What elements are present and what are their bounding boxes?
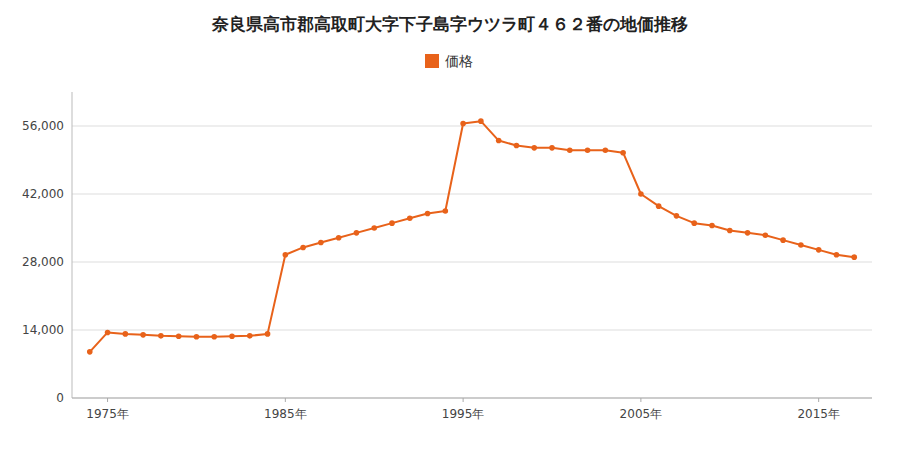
marker xyxy=(834,252,840,258)
legend-label: 価格 xyxy=(445,53,473,69)
grid-line xyxy=(72,194,872,195)
marker xyxy=(300,245,306,251)
y-tick-label: 56,000 xyxy=(22,119,64,133)
marker xyxy=(425,211,431,217)
marker xyxy=(283,252,289,258)
plot-area xyxy=(87,118,857,354)
line xyxy=(90,121,854,352)
marker xyxy=(140,332,146,338)
marker xyxy=(851,254,857,260)
marker xyxy=(123,331,129,337)
marker xyxy=(727,228,733,234)
marker xyxy=(549,145,555,151)
grid-line xyxy=(72,330,872,331)
marker xyxy=(514,143,520,149)
marker xyxy=(371,225,377,231)
marker xyxy=(585,147,591,153)
marker xyxy=(638,191,644,197)
y-axis-line xyxy=(72,92,73,398)
marker xyxy=(763,232,769,238)
marker xyxy=(620,150,626,156)
x-tick-label: 1985年 xyxy=(264,407,307,421)
marker xyxy=(354,230,360,236)
marker xyxy=(265,331,271,337)
y-tick-label: 0 xyxy=(56,391,64,405)
x-tick xyxy=(107,398,108,402)
marker xyxy=(798,242,804,248)
marker xyxy=(176,334,182,340)
marker xyxy=(443,208,449,214)
x-axis-line xyxy=(72,398,872,399)
background xyxy=(0,0,900,450)
marker xyxy=(211,334,217,340)
x-tick xyxy=(285,398,286,402)
title: 奈良県高市郡高取町大字下子島字ウツラ町４６２番の地価推移 xyxy=(211,14,688,34)
marker xyxy=(158,333,164,339)
y-tick-label: 14,000 xyxy=(22,323,64,337)
marker xyxy=(478,118,484,124)
marker xyxy=(87,349,93,355)
x-tick xyxy=(640,398,641,402)
chart: 奈良県高市郡高取町大字下子島字ウツラ町４６２番の地価推移価格 0 14,000 28,… xyxy=(0,0,900,450)
legend: 価格 xyxy=(425,53,473,69)
marker xyxy=(567,147,573,153)
marker xyxy=(496,138,502,144)
marker xyxy=(318,240,324,246)
legend-swatch xyxy=(425,54,439,68)
grid-line xyxy=(72,126,872,127)
marker xyxy=(194,334,200,340)
grid-line xyxy=(72,262,872,263)
marker xyxy=(816,247,822,253)
x-tick xyxy=(463,398,464,402)
y-tick-label: 28,000 xyxy=(22,255,64,269)
marker xyxy=(105,330,111,336)
grid-line xyxy=(72,398,872,399)
y-axis: 0 14,000 28,000 42,000 56,000 xyxy=(22,92,872,405)
x-axis: 1975年 1985年 1995年 2005年 2015年 xyxy=(72,398,872,421)
marker xyxy=(389,220,395,226)
y-tick-label: 42,000 xyxy=(22,187,64,201)
marker xyxy=(229,334,235,340)
marker xyxy=(780,237,786,243)
marker xyxy=(336,235,342,241)
x-tick-label: 2015年 xyxy=(797,407,840,421)
x-tick-label: 2005年 xyxy=(620,407,663,421)
x-tick xyxy=(818,398,819,402)
marker xyxy=(531,145,537,151)
marker xyxy=(460,121,466,127)
x-tick-label: 1995年 xyxy=(442,407,485,421)
marker xyxy=(674,213,680,219)
marker xyxy=(656,203,662,209)
marker xyxy=(709,223,715,229)
marker xyxy=(691,220,697,226)
marker xyxy=(603,147,609,153)
marker xyxy=(407,215,413,221)
marker xyxy=(745,230,751,236)
x-tick-label: 1975年 xyxy=(86,407,129,421)
marker xyxy=(247,333,253,339)
